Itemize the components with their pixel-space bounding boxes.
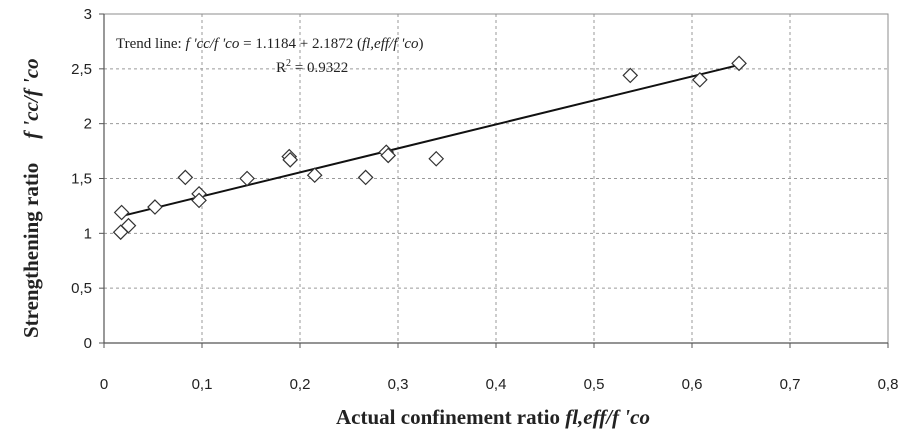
x-tick-label: 0,2 <box>290 376 311 393</box>
gridlines <box>104 14 888 343</box>
y-tick-label: 0 <box>84 335 92 352</box>
data-point <box>191 192 207 209</box>
trend-equation: Trend line: f 'cc/f 'co = 1.1184 + 2.187… <box>116 36 424 76</box>
data-point <box>622 67 639 84</box>
x-tick-label: 0,1 <box>192 376 213 393</box>
data-point <box>357 169 374 186</box>
x-tick-label: 0,8 <box>878 376 899 393</box>
x-tick-label: 0 <box>100 376 108 393</box>
data-point <box>147 199 163 215</box>
y-tick-labels: 0 0,5 1 1,5 2 2,5 3 <box>71 6 92 352</box>
y-tick-label: 1 <box>84 225 92 242</box>
data-point <box>731 55 747 72</box>
y-tick-label: 2,5 <box>71 61 92 78</box>
data-point <box>120 217 137 234</box>
x-tick-label: 0,3 <box>388 376 409 393</box>
x-tick-labels: 0 0,1 0,2 0,3 0,4 0,5 0,6 0,7 0,8 <box>100 376 899 393</box>
y-tick-label: 2 <box>84 116 92 133</box>
data-points <box>112 55 747 241</box>
trend-line-layer <box>121 63 740 218</box>
data-point <box>113 204 130 221</box>
trend-line <box>121 63 740 218</box>
trend-equation-text: Trend line: f 'cc/f 'co = 1.1184 + 2.187… <box>116 36 424 52</box>
data-point <box>306 167 323 184</box>
plot-frame <box>99 13 889 348</box>
y-tick-label: 0,5 <box>71 280 92 297</box>
data-point <box>428 150 445 167</box>
x-tick-label: 0,4 <box>486 376 507 393</box>
r-squared-text: R2 = 0.9322 <box>276 58 348 76</box>
data-point <box>380 147 397 164</box>
y-tick-label: 1,5 <box>71 171 92 188</box>
data-point <box>282 152 299 168</box>
y-axis-title: Strengthening ratiof 'cc/f 'co <box>19 58 43 338</box>
data-point <box>691 71 708 88</box>
x-tick-label: 0,7 <box>780 376 801 393</box>
x-axis-title: Actual confinement ratio fl,eff/f 'co <box>336 405 650 429</box>
x-tick-label: 0,5 <box>584 376 605 393</box>
y-tick-label: 3 <box>84 6 92 23</box>
data-point <box>177 169 194 186</box>
x-tick-label: 0,6 <box>682 376 703 393</box>
data-point <box>239 170 255 187</box>
